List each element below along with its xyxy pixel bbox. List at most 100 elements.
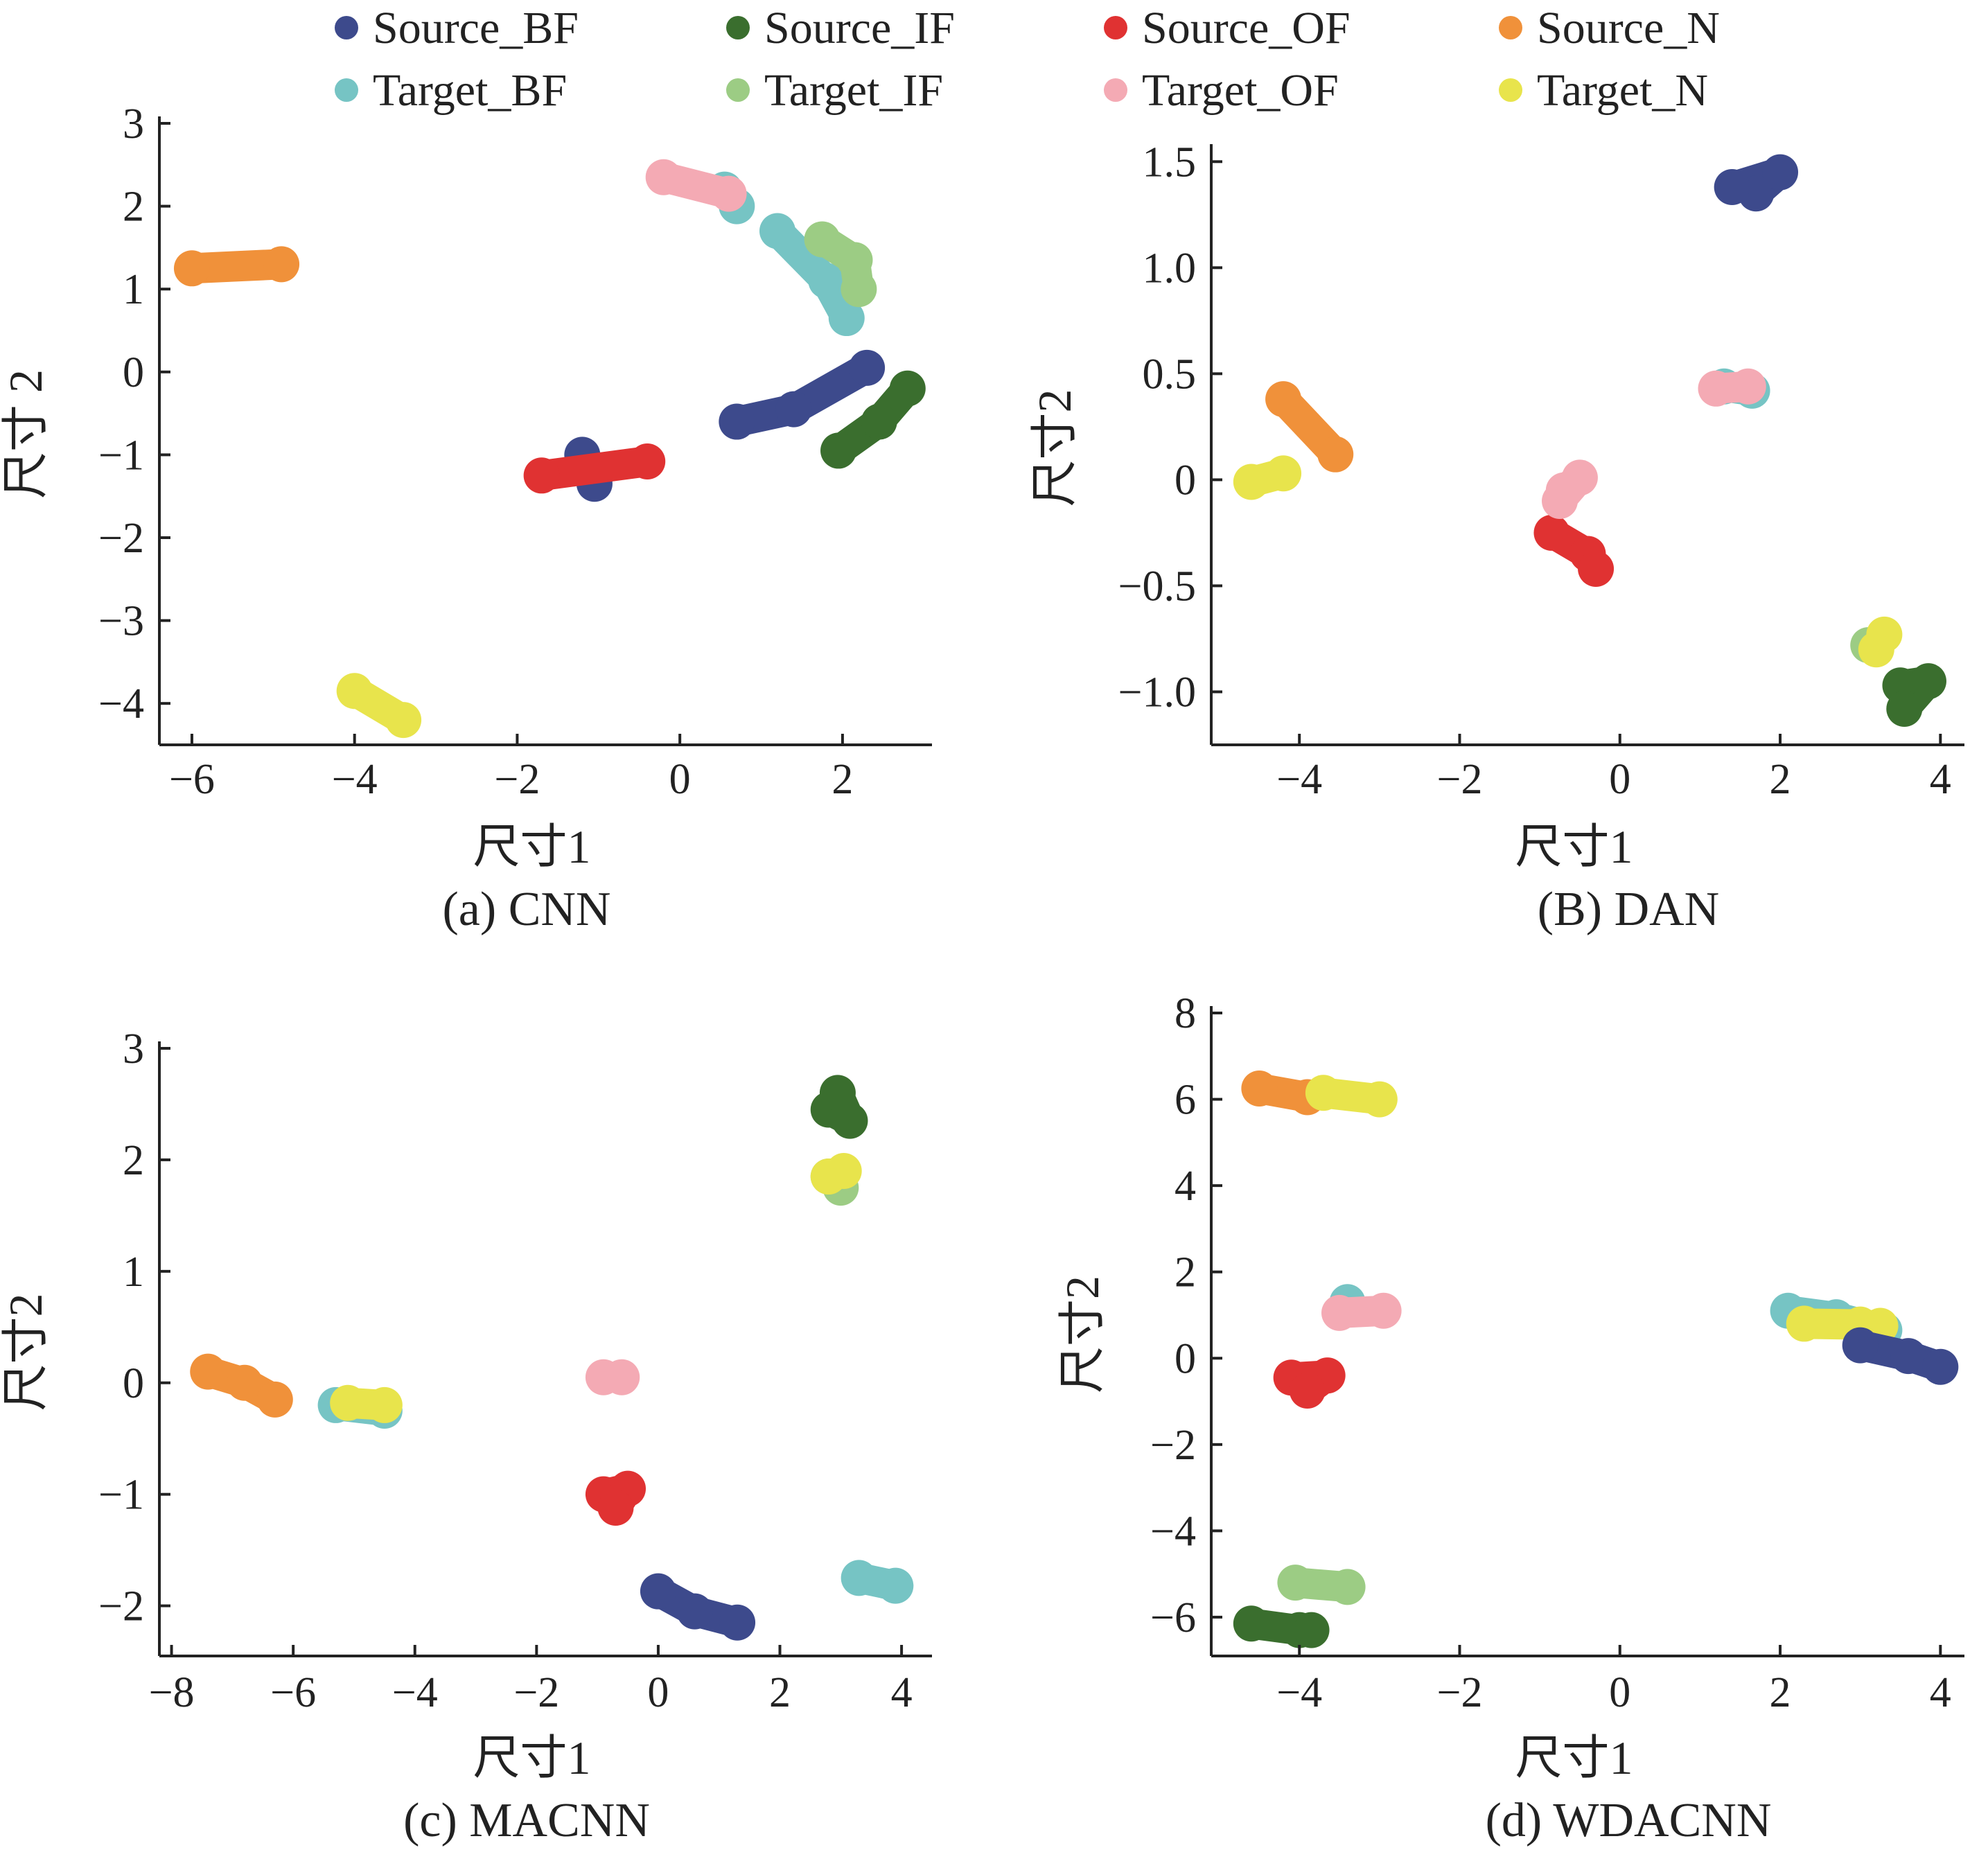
- legend-label: Target_IF: [764, 65, 943, 116]
- y-tick-label: 6: [1175, 1077, 1196, 1124]
- point-source_n: [190, 1353, 227, 1390]
- y-tick-label: 1.0: [1143, 245, 1197, 292]
- point-target_bf: [759, 213, 795, 249]
- legend-marker-source_if: [726, 16, 750, 39]
- x-tick-label: −2: [494, 756, 540, 803]
- panel-macnn: −8 −6 −4 −2 0 2 4 −2 −1 0 1 2 3 尺寸1 尺寸2 (c) MACNN: [0, 1025, 932, 1847]
- point-source_bf: [775, 391, 812, 428]
- y-tick-label: −2: [1150, 1422, 1196, 1469]
- x-axis-title: 尺寸1: [1515, 1732, 1633, 1784]
- x-tick-label: 2: [769, 1669, 791, 1716]
- x-axis-title: 尺寸1: [473, 820, 590, 873]
- point-target_if: [804, 221, 841, 258]
- point-target_of: [1698, 370, 1734, 407]
- point-target_if: [836, 242, 873, 279]
- legend-marker-source_bf: [335, 16, 358, 39]
- legend-marker-target_of: [1104, 78, 1127, 102]
- point-target_n: [366, 1386, 403, 1423]
- point-source_of: [1578, 550, 1615, 587]
- y-tick-label: −2: [98, 1583, 144, 1630]
- y-axis-title: 尺寸 2: [0, 369, 52, 499]
- x-axis-title: 尺寸1: [1515, 820, 1633, 873]
- point-target_bf: [877, 1567, 914, 1604]
- point-source_bf: [849, 349, 886, 386]
- point-target_bf: [828, 300, 865, 337]
- point-source_if: [1233, 1605, 1269, 1642]
- legend-label: Target_N: [1537, 65, 1708, 116]
- point-source_if: [1293, 1612, 1330, 1648]
- x-tick-label: −8: [149, 1669, 195, 1716]
- point-source_if: [820, 432, 857, 469]
- point-source_bf: [1762, 154, 1799, 191]
- legend-label: Source_N: [1537, 3, 1720, 53]
- point-target_n: [336, 673, 373, 710]
- y-tick-label: 0.5: [1143, 351, 1197, 398]
- point-source_n: [256, 1381, 293, 1418]
- panel-caption: (B) DAN: [1538, 883, 1719, 936]
- legend-label: Target_BF: [373, 65, 567, 116]
- point-target_n: [330, 1384, 367, 1421]
- panel-caption: (d) WDACNN: [1486, 1794, 1772, 1847]
- y-tick-label: −1.0: [1118, 669, 1196, 716]
- y-tick-label: 8: [1175, 990, 1196, 1037]
- point-target_if: [1277, 1565, 1314, 1601]
- legend-label: Source_OF: [1142, 3, 1351, 53]
- x-tick-label: 2: [832, 756, 853, 803]
- point-source_of: [1289, 1372, 1326, 1409]
- point-source_if: [1886, 690, 1923, 727]
- x-tick-label: −2: [1436, 1669, 1482, 1716]
- point-target_n: [1786, 1305, 1822, 1342]
- y-tick-label: −4: [1150, 1508, 1196, 1555]
- x-tick-label: −2: [1436, 756, 1482, 803]
- y-tick-label: −4: [98, 680, 144, 728]
- point-source_n: [263, 246, 300, 283]
- y-tick-label: −3: [98, 598, 144, 645]
- x-tick-label: −6: [270, 1669, 316, 1716]
- x-tick-label: −4: [1276, 1669, 1322, 1716]
- y-tick-label: 1: [123, 1249, 144, 1296]
- legend-label: Source_IF: [764, 3, 955, 53]
- x-tick-label: 0: [647, 1669, 669, 1716]
- legend-marker-source_n: [1499, 16, 1522, 39]
- point-source_bf: [719, 1604, 756, 1641]
- y-tick-label: 3: [123, 1025, 144, 1073]
- point-source_if: [832, 1102, 868, 1139]
- point-target_of: [645, 159, 682, 195]
- x-tick-label: −6: [169, 756, 215, 803]
- y-tick-label: 2: [123, 184, 144, 231]
- y-tick-label: 2: [1175, 1249, 1196, 1296]
- point-target_of: [710, 175, 747, 212]
- point-source_bf: [676, 1593, 713, 1630]
- point-source_of: [1533, 514, 1570, 551]
- point-target_n: [1233, 464, 1269, 500]
- point-source_n: [1241, 1070, 1278, 1107]
- y-tick-label: −1: [98, 1472, 144, 1519]
- legend-marker-source_of: [1104, 16, 1127, 39]
- y-tick-label: 1.5: [1143, 139, 1197, 186]
- legend: Source_BF Source_IF Source_OF Source_N Targe…: [335, 3, 1720, 116]
- point-target_bf: [808, 263, 845, 299]
- point-target_if: [1329, 1569, 1366, 1605]
- y-tick-label: −1: [98, 432, 144, 479]
- x-tick-label: −4: [392, 1669, 438, 1716]
- panel-wdacnn: −4 −2 0 2 4 −6 −4 −2 0 2 4 6 8 尺寸1 尺寸2 (d) WDACNN: [1056, 990, 1964, 1847]
- x-tick-label: 2: [1770, 756, 1791, 803]
- point-source_bf: [1890, 1338, 1927, 1375]
- y-tick-label: 1: [123, 266, 144, 313]
- y-axis-title: 尺寸2: [0, 1293, 52, 1411]
- point-source_of: [597, 1489, 634, 1526]
- point-target_n: [1866, 616, 1903, 653]
- legend-marker-target_n: [1499, 78, 1522, 102]
- point-target_of: [1561, 459, 1598, 496]
- x-tick-label: −4: [1276, 756, 1322, 803]
- y-tick-label: −6: [1150, 1594, 1196, 1641]
- point-target_of: [1730, 368, 1766, 405]
- panel-caption: (c) MACNN: [403, 1794, 650, 1847]
- point-source_n: [226, 1364, 263, 1401]
- legend-label: Target_OF: [1142, 65, 1339, 116]
- x-tick-label: −4: [332, 756, 378, 803]
- legend-marker-target_bf: [335, 78, 358, 102]
- legend-label: Source_BF: [373, 3, 579, 53]
- point-target_if: [841, 271, 877, 308]
